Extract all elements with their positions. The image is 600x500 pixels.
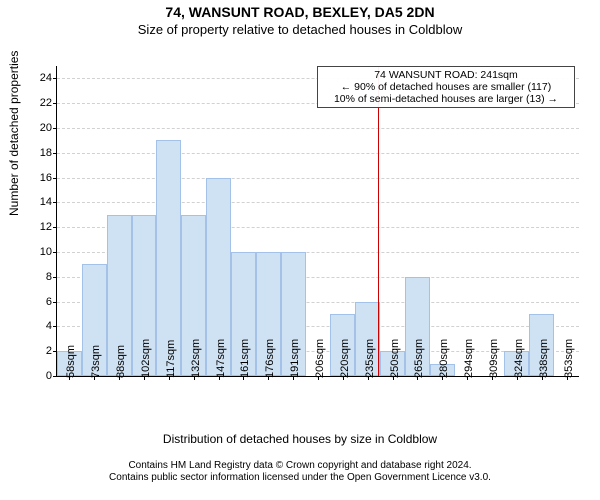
- x-tick-label: 294sqm: [463, 339, 475, 378]
- x-tick-label: 220sqm: [339, 339, 351, 378]
- y-tick-label: 20: [40, 122, 57, 134]
- y-tick-label: 12: [40, 221, 57, 233]
- x-tick-label: 73sqm: [90, 345, 102, 378]
- y-tick-label: 14: [40, 196, 57, 208]
- histogram-chart: 74, WANSUNT ROAD, BEXLEY, DA5 2DN Size o…: [0, 0, 600, 500]
- gridline: [57, 153, 579, 154]
- x-tick-label: 147sqm: [215, 339, 227, 378]
- gridline: [57, 128, 579, 129]
- x-tick-label: 176sqm: [264, 339, 276, 378]
- x-tick-label: 102sqm: [140, 339, 152, 378]
- x-tick-label: 117sqm: [165, 340, 177, 378]
- chart-subtitle: Size of property relative to detached ho…: [0, 22, 600, 37]
- x-tick-label: 338sqm: [538, 339, 550, 378]
- y-tick-label: 10: [40, 246, 57, 258]
- attribution-line-1: Contains HM Land Registry data © Crown c…: [0, 460, 600, 472]
- x-tick-label: 250sqm: [389, 339, 401, 378]
- x-tick-label: 235sqm: [364, 339, 376, 378]
- x-tick-label: 58sqm: [65, 345, 77, 378]
- callout-line-2: ← 90% of detached houses are smaller (11…: [322, 81, 570, 93]
- y-tick-label: 2: [46, 345, 57, 357]
- callout-line-3: 10% of semi-detached houses are larger (…: [322, 93, 570, 105]
- plot-area: 74 WANSUNT ROAD: 241sqm ← 90% of detache…: [56, 66, 579, 377]
- y-tick-label: 18: [40, 147, 57, 159]
- attribution-line-2: Contains public sector information licen…: [0, 472, 600, 484]
- callout-box: 74 WANSUNT ROAD: 241sqm ← 90% of detache…: [317, 66, 575, 108]
- callout-line-1: 74 WANSUNT ROAD: 241sqm: [322, 69, 570, 81]
- x-tick-label: 132sqm: [190, 339, 202, 378]
- x-tick-label: 324sqm: [513, 339, 525, 378]
- y-tick-label: 4: [46, 320, 57, 332]
- y-tick-label: 24: [40, 72, 57, 84]
- x-tick-label: 206sqm: [314, 339, 326, 378]
- gridline: [57, 202, 579, 203]
- reference-line: [378, 66, 379, 376]
- y-tick-label: 0: [46, 370, 57, 382]
- x-tick-label: 280sqm: [438, 339, 450, 378]
- y-tick-label: 16: [40, 172, 57, 184]
- attribution: Contains HM Land Registry data © Crown c…: [0, 460, 600, 484]
- y-tick-label: 8: [46, 271, 57, 283]
- gridline: [57, 178, 579, 179]
- x-tick-label: 161sqm: [239, 339, 251, 378]
- x-tick-label: 309sqm: [488, 339, 500, 378]
- x-tick-label: 191sqm: [289, 339, 301, 378]
- x-axis-label: Distribution of detached houses by size …: [0, 432, 600, 446]
- x-tick-label: 353sqm: [563, 339, 575, 378]
- x-tick-label: 265sqm: [413, 339, 425, 378]
- y-tick-label: 22: [40, 97, 57, 109]
- y-tick-label: 6: [46, 296, 57, 308]
- chart-title: 74, WANSUNT ROAD, BEXLEY, DA5 2DN: [0, 4, 600, 20]
- x-tick-label: 88sqm: [115, 345, 127, 378]
